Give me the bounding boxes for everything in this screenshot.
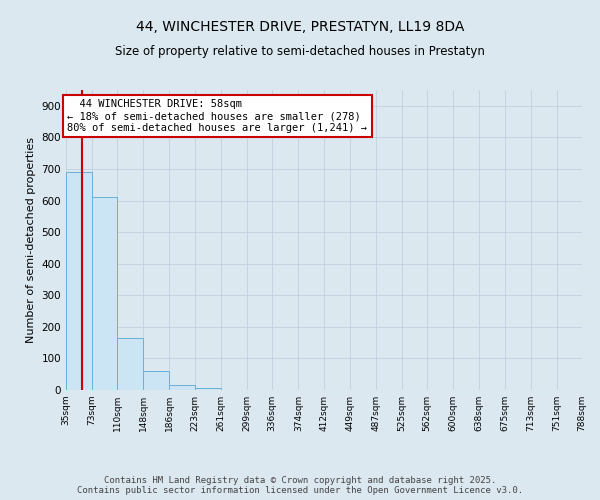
Text: 44, WINCHESTER DRIVE, PRESTATYN, LL19 8DA: 44, WINCHESTER DRIVE, PRESTATYN, LL19 8D…: [136, 20, 464, 34]
Bar: [195, 388, 221, 390]
Bar: [118, 338, 143, 390]
Bar: [66, 172, 92, 390]
Bar: [92, 198, 118, 390]
Text: Size of property relative to semi-detached houses in Prestatyn: Size of property relative to semi-detach…: [115, 45, 485, 58]
Text: Contains HM Land Registry data © Crown copyright and database right 2025.
Contai: Contains HM Land Registry data © Crown c…: [77, 476, 523, 495]
Bar: [169, 386, 195, 390]
Bar: [143, 371, 169, 390]
Y-axis label: Number of semi-detached properties: Number of semi-detached properties: [26, 137, 36, 343]
Text: 44 WINCHESTER DRIVE: 58sqm  
← 18% of semi-detached houses are smaller (278)
80%: 44 WINCHESTER DRIVE: 58sqm ← 18% of semi…: [67, 100, 367, 132]
